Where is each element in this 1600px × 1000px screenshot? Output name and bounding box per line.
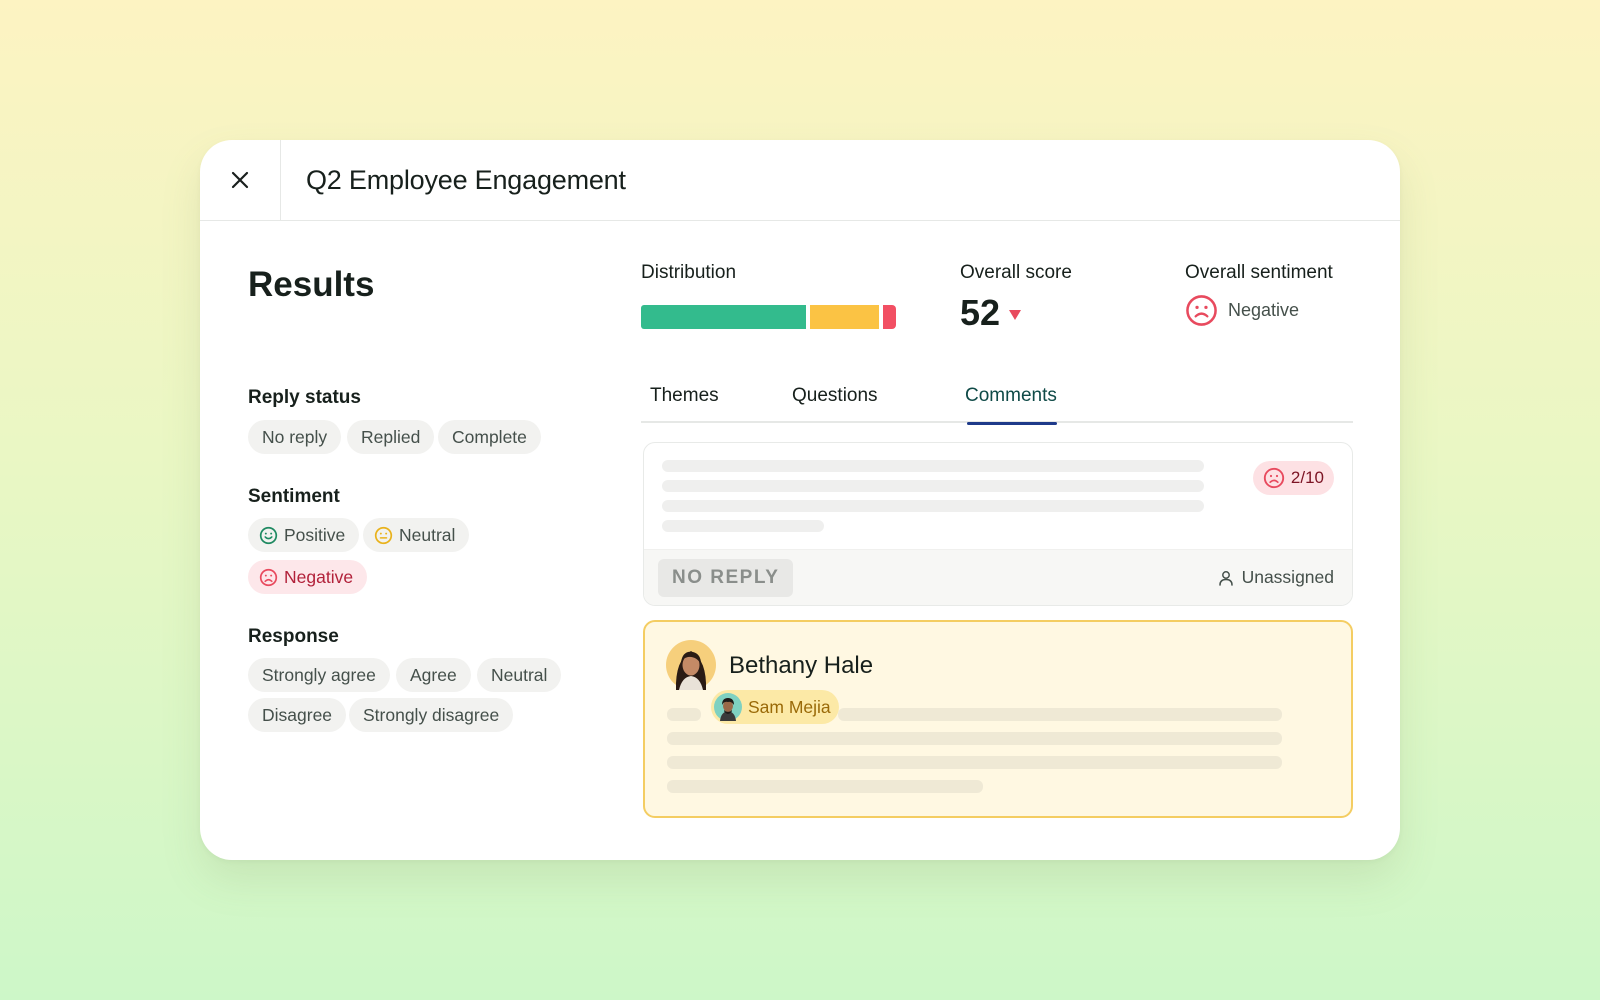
frown-icon — [1186, 295, 1217, 326]
smile-icon — [259, 526, 278, 544]
comment-author: Bethany Hale — [729, 652, 874, 679]
frown-icon — [259, 568, 278, 586]
tab-questions[interactable]: Questions — [792, 385, 878, 406]
filter-chip-neutral-response[interactable]: Neutral — [477, 658, 562, 692]
response-filter-label: Response — [248, 626, 339, 647]
text-placeholder — [667, 756, 1282, 769]
chip-label: Neutral — [399, 524, 456, 545]
trend-down-icon — [1009, 310, 1022, 320]
distribution-bar — [641, 305, 896, 329]
assignee-selector[interactable]: Unassigned — [1218, 567, 1334, 588]
chip-label: Neutral — [491, 664, 548, 685]
filter-chip-complete[interactable]: Complete — [438, 420, 541, 454]
chip-label: Negative — [284, 566, 354, 587]
comment-score: 2/10 — [1290, 468, 1324, 487]
reply-status-badge: NO REPLY — [658, 559, 794, 597]
distribution-segment-neutral — [810, 305, 879, 329]
filter-chip-disagree[interactable]: Disagree — [248, 698, 347, 732]
page-title: Results — [248, 265, 375, 304]
filter-chip-no-reply[interactable]: No reply — [248, 420, 342, 454]
results-tabs: Themes Questions Comments — [641, 385, 1353, 425]
filter-chip-agree[interactable]: Agree — [396, 658, 471, 692]
chip-label: Agree — [410, 664, 457, 685]
overall-score-label: Overall score — [960, 262, 1072, 283]
card-header: Q2 Employee Engagement — [200, 140, 1400, 221]
filter-chip-replied[interactable]: Replied — [347, 420, 435, 454]
comment-card[interactable]: 2/10 NO REPLY Unassigned — [643, 442, 1353, 606]
neutral-face-icon — [374, 526, 393, 544]
text-placeholder — [662, 460, 1204, 472]
reply-status-label: Reply status — [248, 387, 361, 408]
chip-label: Disagree — [262, 704, 333, 725]
filter-chip-negative[interactable]: Negative — [248, 560, 368, 594]
overall-score: 52 — [960, 292, 1022, 334]
tab-themes[interactable]: Themes — [650, 385, 719, 406]
chip-label: No reply — [262, 426, 328, 447]
survey-results-card: Q2 Employee Engagement Results Reply sta… — [200, 140, 1400, 860]
comment-footer: NO REPLY Unassigned — [644, 549, 1352, 605]
overall-sentiment-value: Negative — [1228, 300, 1300, 320]
overall-score-value: 52 — [960, 292, 1001, 333]
chip-label: Strongly disagree — [363, 704, 500, 725]
survey-title: Q2 Employee Engagement — [306, 164, 626, 195]
mention-name: Sam Mejia — [748, 696, 831, 717]
chip-label: Strongly agree — [262, 664, 376, 685]
close-button[interactable] — [200, 140, 281, 221]
filter-chip-positive[interactable]: Positive — [248, 518, 360, 552]
frown-icon — [1263, 467, 1285, 489]
close-icon — [231, 171, 249, 189]
text-placeholder — [662, 480, 1204, 492]
chip-label: Complete — [452, 426, 527, 447]
text-placeholder — [662, 520, 824, 532]
filter-chip-neutral-sentiment[interactable]: Neutral — [363, 518, 470, 552]
sentiment-filter-label: Sentiment — [248, 486, 340, 507]
comment-score-badge: 2/10 — [1252, 461, 1334, 495]
mention-chip[interactable]: Sam Mejia — [711, 690, 839, 724]
filter-chip-strongly-disagree[interactable]: Strongly disagree — [349, 698, 514, 732]
assignee-label: Unassigned — [1241, 567, 1334, 587]
comment-card-highlighted[interactable]: Bethany Hale Sam Mejia — [643, 620, 1353, 818]
overall-sentiment: Negative — [1185, 294, 1299, 327]
chip-label: Replied — [361, 426, 421, 447]
filter-chip-strongly-agree[interactable]: Strongly agree — [248, 658, 390, 692]
distribution-label: Distribution — [641, 262, 737, 283]
user-icon — [1218, 570, 1233, 586]
chip-label: Positive — [284, 524, 346, 545]
overall-sentiment-label: Overall sentiment — [1185, 262, 1333, 283]
text-placeholder — [662, 500, 1204, 512]
tab-comments[interactable]: Comments — [965, 385, 1057, 425]
avatar — [666, 640, 716, 690]
text-placeholder — [667, 708, 701, 721]
avatar — [714, 693, 742, 721]
text-placeholder — [667, 780, 983, 793]
distribution-segment-positive — [641, 305, 806, 329]
text-placeholder — [667, 732, 1282, 745]
distribution-segment-negative — [883, 305, 896, 329]
text-placeholder — [838, 708, 1282, 721]
